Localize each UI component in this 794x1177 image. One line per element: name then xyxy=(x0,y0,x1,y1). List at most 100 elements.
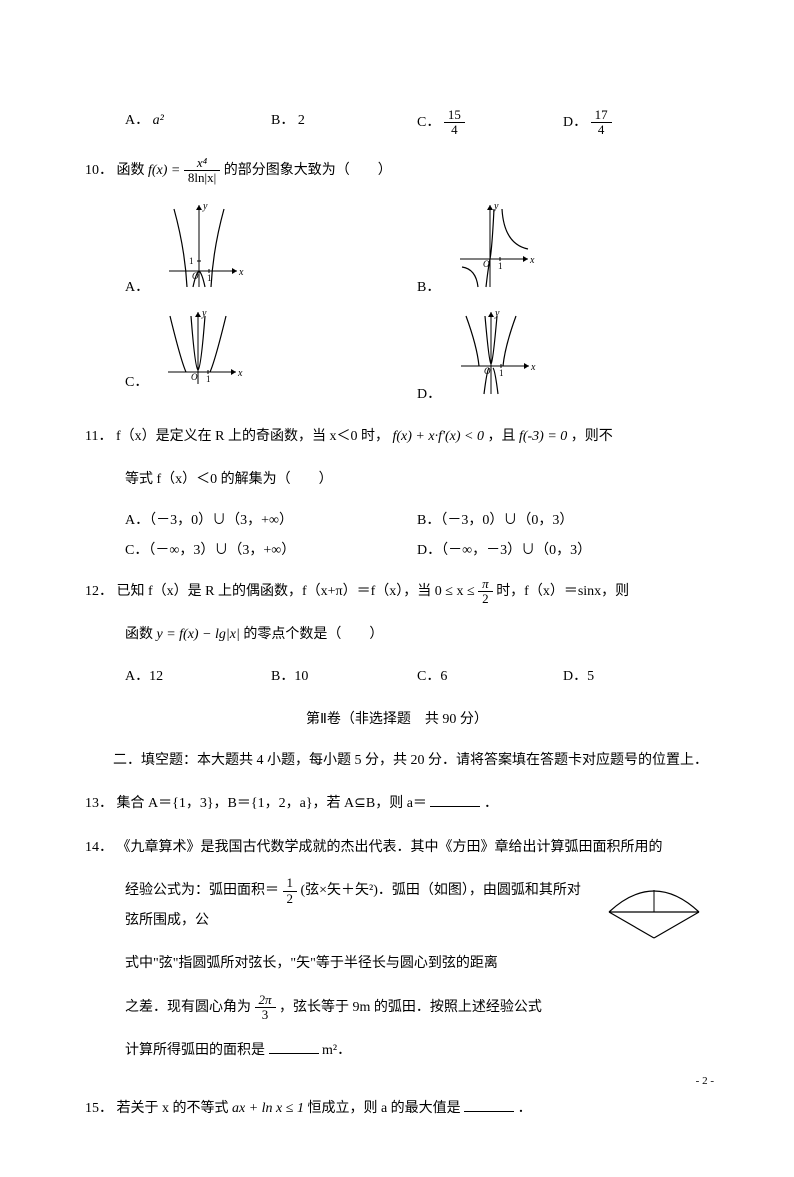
q15-blank xyxy=(464,1097,514,1112)
q12-range-num: π xyxy=(478,577,493,592)
svg-text:1: 1 xyxy=(189,256,194,266)
q9-option-c: C． 15 4 xyxy=(417,108,563,138)
q14-l3: 式中"弦"指圆弧所对弦长，"矢"等于半径长与圆心到弦的距离 xyxy=(125,956,498,971)
q15-line: 15． 若关于 x 的不等式 ax + ln x ≤ 1 恒成立，则 a 的最大… xyxy=(85,1094,709,1123)
q10-func-num: x⁴ xyxy=(184,156,220,171)
q9-d-num: 17 xyxy=(591,108,612,123)
q9-a-label: A． xyxy=(125,113,149,128)
svg-text:y: y xyxy=(201,308,207,319)
q10-label-d: D． xyxy=(417,382,441,407)
q11-option-b: B．（－3，0）∪（0，3） xyxy=(417,508,709,533)
q15-text-pre: 若关于 x 的不等式 xyxy=(117,1101,233,1116)
q11-options-row1: A．（－3，0）∪（3，+∞） B．（－3，0）∪（0，3） xyxy=(125,508,709,533)
q12-range-pre: 0 ≤ x ≤ xyxy=(435,584,478,599)
q12-option-a: A．12 xyxy=(125,664,271,689)
q15-num: 15． xyxy=(85,1101,113,1116)
q11-stem3: ，则不 xyxy=(571,429,613,444)
q9-b-value: 2 xyxy=(298,113,305,128)
q15-ineq: ax + ln x ≤ 1 xyxy=(232,1101,304,1116)
svg-text:x: x xyxy=(237,368,243,379)
q14-line1: 14． 《九章算术》是我国古代数学成就的杰出代表．其中《方田》章给出计算弧田面积… xyxy=(85,833,709,862)
q12-stem-line1: 12． 已知 f（x）是 R 上的偶函数，f（x+π）＝f（x），当 0 ≤ x… xyxy=(85,577,709,607)
page-number: - 2 - xyxy=(696,1075,714,1087)
svg-text:x: x xyxy=(529,255,535,266)
q12-stem3-func: y = f(x) − lg|x| xyxy=(157,627,240,642)
q10-func-lhs: f(x) = xyxy=(148,163,184,178)
section2-title: 第Ⅱ卷（非选择题 共 90 分） xyxy=(85,707,709,732)
q14-l4-pre: 之差．现有圆心角为 xyxy=(125,1000,255,1015)
q10-graph-d: x y O 1 xyxy=(451,306,536,407)
q11-cond: f(x) + x·f'(x) < 0 xyxy=(392,429,483,444)
svg-text:y: y xyxy=(202,201,208,212)
q14-l5-unit: m²． xyxy=(322,1043,351,1058)
q14-blank xyxy=(269,1039,319,1054)
q14-line4: 之差．现有圆心角为 2π 3 ，弦长等于 9m 的弧田．按照上述经验公式 xyxy=(125,993,709,1023)
q14-l5-pre: 计算所得弧田的面积是 xyxy=(125,1043,265,1058)
q14-num: 14． xyxy=(85,840,113,855)
q12-stem3-post: 的零点个数是（ ） xyxy=(243,627,383,642)
q9-d-label: D． xyxy=(563,115,587,130)
q12-range-den: 2 xyxy=(478,592,493,606)
q11-fneg3: f(-3) = 0 xyxy=(519,429,567,444)
q9-options: A． a² B． 2 C． 15 4 D． 17 4 xyxy=(125,108,709,138)
svg-text:x: x xyxy=(238,267,244,278)
q12-num: 12． xyxy=(85,584,113,599)
svg-text:1: 1 xyxy=(206,374,211,384)
q9-option-d: D． 17 4 xyxy=(563,108,709,138)
q12-stem3-pre: 函数 xyxy=(125,627,157,642)
q10-label-c: C． xyxy=(125,370,148,395)
q15-text-mid: 恒成立，则 a 的最大值是 xyxy=(307,1101,460,1116)
q14-angle-den: 3 xyxy=(255,1008,276,1022)
q13-line: 13． 集合 A＝{1，3}，B＝{1，2，a}，若 A⊆B，则 a＝ ． xyxy=(85,789,709,818)
q9-c-label: C． xyxy=(417,115,440,130)
q9-c-den: 4 xyxy=(444,123,465,137)
q14-l1: 《九章算术》是我国古代数学成就的杰出代表．其中《方田》章给出计算弧田面积所用的 xyxy=(117,840,663,855)
q11-stem1: f（x）是定义在 R 上的奇函数，当 x＜0 时， xyxy=(116,429,389,444)
q10-stem-post: 的部分图象大致为（ ） xyxy=(224,163,392,178)
svg-text:1: 1 xyxy=(499,368,504,378)
q14-line5: 计算所得弧田的面积是 m²． xyxy=(125,1036,709,1065)
q10-stem: 10． 函数 f(x) = x⁴ 8ln|x| 的部分图象大致为（ ） xyxy=(85,156,709,186)
q12-option-d: D．5 xyxy=(563,664,709,689)
q14-angle-num: 2π xyxy=(255,993,276,1008)
q10-label-b: B． xyxy=(417,275,440,300)
q10-func-den: 8ln|x| xyxy=(184,171,220,185)
q11-option-a: A．（－3，0）∪（3，+∞） xyxy=(125,508,417,533)
q11-option-c: C．（－∞，3）∪（3，+∞） xyxy=(125,538,417,563)
svg-text:x: x xyxy=(530,362,536,373)
q9-c-num: 15 xyxy=(444,108,465,123)
q14-l4-post: ，弦长等于 9m 的弧田．按照上述经验公式 xyxy=(279,1000,542,1015)
q14-line3: 式中"弦"指圆弧所对弦长，"矢"等于半径长与圆心到弦的距离 xyxy=(125,949,709,978)
q12-option-b: B．10 xyxy=(271,664,417,689)
q14-l2-pre: 经验公式为：弧田面积＝ xyxy=(125,883,279,898)
q12-stem1: 已知 f（x）是 R 上的偶函数，f（x+π）＝f（x），当 xyxy=(117,584,435,599)
q12-option-c: C．6 xyxy=(417,664,563,689)
q15-text-post: ． xyxy=(518,1101,532,1116)
q14-formula-den: 2 xyxy=(283,892,298,906)
q9-b-label: B． xyxy=(271,113,294,128)
svg-text:1: 1 xyxy=(498,261,503,271)
q10-num: 10． xyxy=(85,163,113,178)
q12-stem2: 时，f（x）＝sinx，则 xyxy=(496,584,629,599)
q11-stem4: 等式 f（x）＜0 的解集为（ ） xyxy=(125,472,333,487)
fill-intro: 二．填空题：本大题共 4 小题，每小题 5 分，共 20 分．请将答案填在答题卡… xyxy=(85,746,709,775)
svg-text:O: O xyxy=(191,372,198,382)
q11-options-row2: C．（－∞，3）∪（3，+∞） D．（－∞，－3）∪（0，3） xyxy=(125,538,709,563)
q11-option-d: D．（－∞，－3）∪（0，3） xyxy=(417,538,709,563)
q10-graph-row-2: C． x y O 1 D． xyxy=(125,306,709,407)
q11-num: 11． xyxy=(85,429,112,444)
q13-text-post: ． xyxy=(484,796,498,811)
q12-stem-line2: 函数 y = f(x) − lg|x| 的零点个数是（ ） xyxy=(125,620,709,649)
q9-option-b: B． 2 xyxy=(271,108,417,138)
q9-d-den: 4 xyxy=(591,123,612,137)
q10-graph-b: x y O 1 xyxy=(450,199,535,300)
q13-text-pre: 集合 A＝{1，3}，B＝{1，2，a}，若 A⊆B，则 a＝ xyxy=(117,796,427,811)
q10-graph-row-1: A． x y O 1 1 xyxy=(125,199,709,300)
q10-label-a: A． xyxy=(125,275,149,300)
q10-stem-pre: 函数 xyxy=(117,163,149,178)
q9-a-value: a² xyxy=(153,113,164,128)
q14-formula-num: 1 xyxy=(283,876,298,891)
q13-blank xyxy=(430,792,480,807)
q11-stem2: ，且 xyxy=(487,429,519,444)
q11-stem-line1: 11． f（x）是定义在 R 上的奇函数，当 x＜0 时， f(x) + x·f… xyxy=(85,422,709,451)
